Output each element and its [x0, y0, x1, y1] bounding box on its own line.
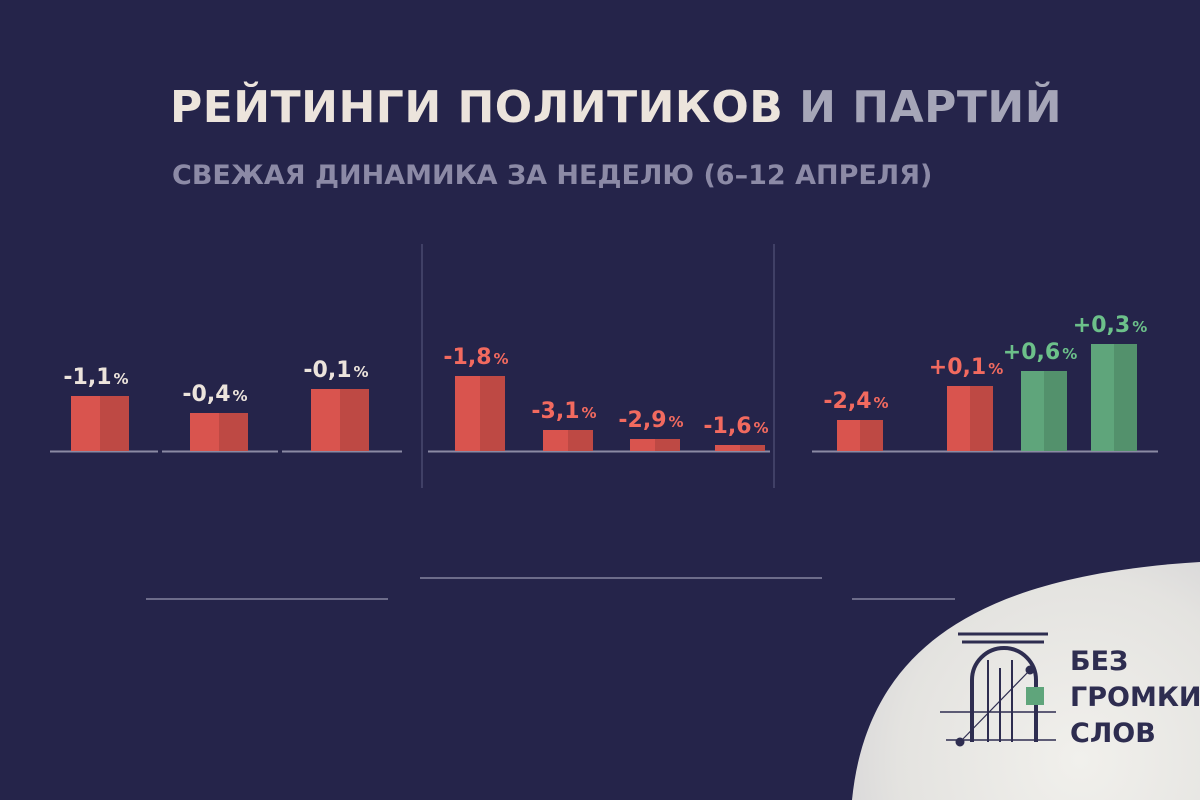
data-label-unit: %	[114, 370, 129, 388]
bar	[1021, 371, 1067, 451]
bar	[1091, 344, 1137, 451]
logo-line-3: СЛОВ	[1070, 718, 1156, 749]
data-label: -1,6%	[703, 414, 768, 439]
title-main: РЕЙТИНГИ ПОЛИТИКОВ	[170, 82, 784, 133]
data-label-unit: %	[669, 413, 684, 431]
bar-shade	[480, 376, 505, 451]
data-label-unit: %	[1132, 318, 1147, 336]
bar	[71, 396, 129, 451]
data-label-unit: %	[754, 419, 769, 437]
data-label: +0,1%	[929, 355, 1003, 380]
bar	[543, 430, 593, 451]
bar-shade	[1044, 371, 1067, 451]
bar	[947, 386, 993, 451]
title-accent: И ПАРТИЙ	[783, 82, 1063, 133]
data-label-unit: %	[494, 350, 509, 368]
bar-shade	[970, 386, 993, 451]
data-label: -0,1%	[303, 358, 368, 383]
logo-line-1: БЕЗ	[1070, 646, 1129, 677]
logo-green-square	[1026, 687, 1044, 705]
bar-shade	[568, 430, 593, 451]
bar-shade	[1114, 344, 1137, 451]
bar-shade	[219, 413, 248, 451]
data-label: +0,3%	[1073, 313, 1147, 338]
bar	[715, 445, 765, 451]
data-label: -2,4%	[823, 389, 888, 414]
chart-title: РЕЙТИНГИ ПОЛИТИКОВ И ПАРТИЙ	[170, 82, 1062, 133]
bar	[311, 389, 369, 451]
data-label: -1,8%	[443, 345, 508, 370]
data-label: -3,1%	[531, 399, 596, 424]
bar-shade	[860, 420, 883, 451]
bar-shade	[100, 396, 129, 451]
data-label: -2,9%	[618, 408, 683, 433]
logo-line-2: ГРОМКИХ	[1070, 682, 1200, 713]
logo-text: БЕЗ ГРОМКИХ СЛОВ	[1070, 644, 1200, 752]
data-label-unit: %	[233, 387, 248, 405]
data-label-unit: %	[582, 404, 597, 422]
bar-shade	[740, 445, 765, 451]
bar-shade	[655, 439, 680, 451]
chart-subtitle: СВЕЖАЯ ДИНАМИКА ЗА НЕДЕЛЮ (6–12 АПРЕЛЯ)	[172, 160, 933, 191]
logo-icon	[940, 632, 1056, 747]
bar	[190, 413, 248, 451]
data-label-unit: %	[874, 394, 889, 412]
data-label: -0,4%	[182, 382, 247, 407]
bar	[455, 376, 505, 451]
data-label: -1,1%	[63, 365, 128, 390]
data-label-unit: %	[354, 363, 369, 381]
bar	[837, 420, 883, 451]
data-label: +0,6%	[1003, 340, 1077, 365]
data-label-unit: %	[988, 360, 1003, 378]
bar-shade	[340, 389, 369, 451]
data-label-unit: %	[1062, 345, 1077, 363]
bar	[630, 439, 680, 451]
